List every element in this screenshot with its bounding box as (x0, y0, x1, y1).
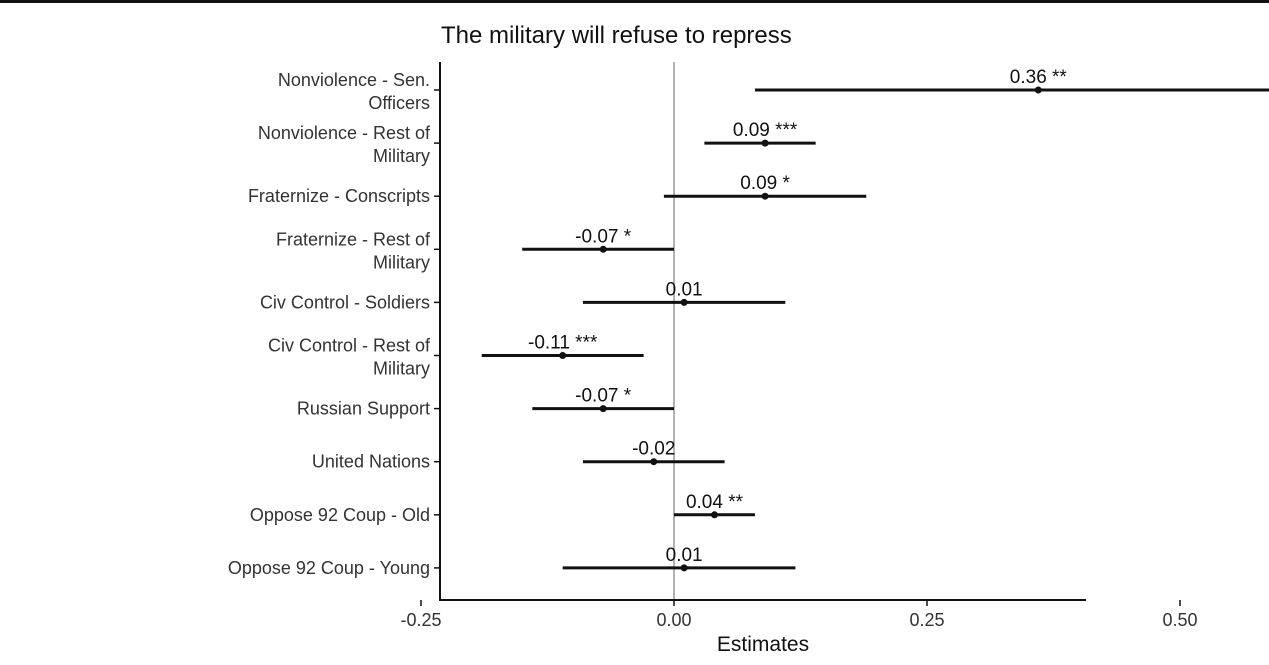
y-tick-label-line: Nonviolence - Rest of (258, 123, 431, 143)
point-estimate (1034, 86, 1042, 94)
point-estimate (710, 511, 718, 519)
point-estimate (559, 352, 567, 359)
y-tick-label-line: Civ Control - Rest of (268, 336, 431, 356)
point-estimate (761, 192, 769, 200)
estimate-label: -0.11 *** (528, 333, 598, 354)
x-tick-label: -0.25 (400, 610, 441, 630)
y-tick-label-line: Nonviolence - Sen. (278, 70, 430, 90)
y-tick-label-line: Military (373, 359, 430, 379)
y-tick-label: United Nations (312, 452, 430, 472)
y-tick-label: Civ Control - Rest of Military (268, 336, 431, 379)
point-estimate (599, 405, 607, 413)
y-tick-label: Oppose 92 Coup - Old (250, 505, 430, 525)
point-estimate (761, 139, 769, 147)
point-estimate (650, 458, 658, 466)
y-tick-label-line: Military (373, 252, 430, 272)
y-tick-label: Nonviolence - Sen. Officers (278, 70, 430, 113)
x-axis-label: Estimates (717, 633, 809, 656)
y-tick-label-line: Officers (368, 93, 430, 113)
y-tick-label: Oppose 92 Coup - Young (228, 558, 430, 578)
estimate-label: -0.07 * (575, 386, 632, 407)
y-tick-label: Fraternize - Conscripts (248, 186, 430, 206)
point-estimate (599, 245, 607, 253)
x-tick-label: 0.00 (656, 610, 691, 630)
top-border-line (0, 0, 1269, 3)
x-tick-label: 0.50 (1162, 610, 1197, 630)
y-tick-label: Russian Support (297, 399, 430, 419)
estimate-label: 0.09 *** (733, 120, 798, 141)
estimate-label: 0.04 ** (686, 492, 744, 513)
estimate-label: 0.01 (666, 279, 703, 300)
estimate-label: -0.02 (632, 439, 675, 460)
y-tick-label-line: Fraternize - Rest of (276, 229, 431, 249)
estimate-label: 0.01 (666, 545, 703, 566)
estimate-label: 0.09 * (740, 173, 790, 194)
plot-area: -0.250.000.250.500.75Nonviolence - Sen.O… (228, 62, 1269, 630)
y-tick-label: Fraternize - Rest of Military (276, 229, 431, 272)
chart-title: The military will refuse to repress (441, 22, 792, 49)
y-tick-label: Nonviolence - Rest of Military (258, 123, 431, 166)
estimate-label: -0.07 * (575, 226, 632, 247)
point-estimate (680, 298, 688, 306)
y-tick-label-line: Military (373, 146, 430, 166)
estimate-label: 0.36 ** (1010, 67, 1068, 88)
x-tick-label: 0.25 (909, 610, 944, 630)
point-estimate (680, 564, 688, 572)
y-tick-label: Civ Control - Soldiers (260, 292, 430, 312)
